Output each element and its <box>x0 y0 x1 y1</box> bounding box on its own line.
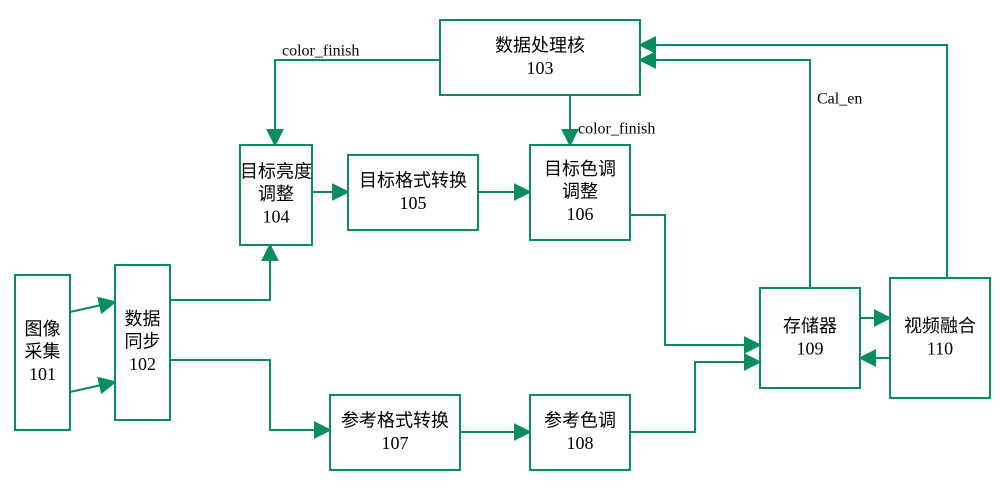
node-n109-line1: 109 <box>797 338 824 358</box>
node-n108-line0: 参考色调 <box>544 410 616 430</box>
node-n102-line0: 数据 <box>125 309 161 329</box>
edge-102-104 <box>170 245 270 300</box>
edge-110-103 <box>640 45 947 278</box>
edge-label-103-106: color_finish <box>578 121 655 138</box>
edge-101-102-bot <box>70 382 115 392</box>
edge-103-104 <box>275 60 440 145</box>
node-n102-line2: 102 <box>129 354 156 374</box>
node-n106-line1: 调整 <box>562 182 598 202</box>
node-n109-line0: 存储器 <box>783 316 837 336</box>
node-n101-line0: 图像 <box>25 319 61 339</box>
node-n108-line1: 108 <box>567 433 594 453</box>
node-n110: 视频融合110 <box>890 278 990 398</box>
node-n107: 参考格式转换 107 <box>330 395 460 470</box>
node-n105: 目标格式转换 105 <box>348 155 478 230</box>
node-n106: 目标色调调整106 <box>530 145 630 240</box>
edge-108-109 <box>630 362 760 432</box>
node-n104-line0: 目标亮度 <box>240 162 312 182</box>
node-n109: 存储器109 <box>760 288 860 388</box>
node-n106-line2: 106 <box>567 204 594 224</box>
node-n103-line0: 数据处理核 <box>495 35 585 55</box>
node-n108: 参考色调 108 <box>530 395 630 470</box>
node-n102: 数据同步102 <box>115 265 170 420</box>
edge-106-109 <box>630 215 760 345</box>
node-n103: 数据处理核 103 <box>440 20 640 95</box>
node-n104: 目标亮度调整 104 <box>240 145 312 245</box>
node-n110-line0: 视频融合 <box>904 316 976 336</box>
node-n104-line1: 调整 <box>258 184 294 204</box>
node-n105-line0: 目标格式转换 <box>359 170 467 190</box>
edge-102-107 <box>170 360 330 430</box>
node-n102-line1: 同步 <box>125 332 161 352</box>
node-n101-line1: 采集 <box>25 342 61 362</box>
node-n103-line1: 103 <box>527 58 554 78</box>
node-n101: 图像采集101 <box>15 275 70 430</box>
edge-label-103-104: color_finish <box>282 43 359 60</box>
edge-101-102-top <box>70 302 115 312</box>
node-n101-line2: 101 <box>29 364 56 384</box>
node-n107-line1: 107 <box>382 433 409 453</box>
node-n107-line0: 参考格式转换 <box>341 410 449 430</box>
edge-label-109-103: Cal_en <box>817 91 862 108</box>
node-n105-line1: 105 <box>400 193 427 213</box>
node-n106-line0: 目标色调 <box>544 159 616 179</box>
node-n110-line1: 110 <box>927 338 953 358</box>
node-n104-line2: 104 <box>263 207 290 227</box>
